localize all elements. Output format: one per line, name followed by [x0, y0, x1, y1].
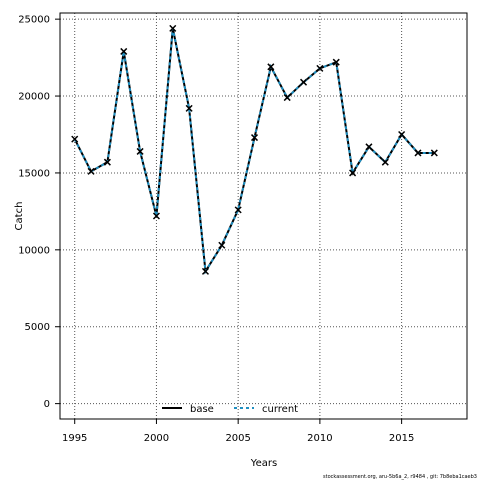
- data-point-2008: [283, 94, 291, 102]
- x-axis: 1995 2000 2005 2010 2015: [62, 419, 414, 444]
- footer-text: stockassessment.org, aru-5b6a_2, r9484 ,…: [323, 474, 477, 480]
- y-tick-label-25000: 25000: [18, 15, 50, 26]
- y-tick-label-0: 0: [44, 399, 50, 410]
- data-point-2011: [332, 58, 340, 66]
- data-point-2016: [414, 149, 422, 157]
- data-point-2007: [267, 63, 275, 71]
- data-point-2000: [152, 212, 160, 220]
- data-point-1998: [120, 47, 128, 55]
- legend: base current: [162, 404, 298, 415]
- data-point-2012: [349, 169, 357, 177]
- y-axis-title: Catch: [14, 202, 25, 231]
- data-point-2013: [365, 143, 373, 151]
- data-point-2009: [300, 78, 308, 86]
- legend-label-current: current: [262, 404, 298, 415]
- data-point-2014: [381, 158, 389, 166]
- legend-label-base: base: [190, 404, 214, 415]
- markers-group: [71, 24, 438, 275]
- data-point-2015: [398, 130, 406, 139]
- data-point-1997: [103, 158, 111, 166]
- y-tick-label-20000: 20000: [18, 92, 50, 103]
- data-point-2010: [316, 64, 324, 72]
- data-point-2006: [250, 134, 259, 142]
- plot-frame: [59, 12, 468, 420]
- x-tick-label-2010: 2010: [307, 433, 332, 444]
- x-tick-label-2005: 2005: [225, 433, 250, 444]
- data-point-2001: [169, 24, 177, 32]
- data-point-2002: [185, 104, 193, 112]
- data-point-1995: [71, 135, 79, 143]
- x-tick-label-1995: 1995: [62, 433, 87, 444]
- x-tick-label-2000: 2000: [144, 433, 169, 444]
- grid: [60, 13, 467, 419]
- x-axis-title: Years: [250, 458, 277, 469]
- y-tick-label-15000: 15000: [18, 168, 50, 179]
- data-point-2004: [218, 241, 226, 249]
- data-point-1999: [136, 147, 144, 155]
- y-axis: 0 5000 10000 15000 20000 25000: [18, 15, 60, 410]
- data-point-2005: [234, 206, 242, 214]
- data-point-2017: [430, 149, 438, 157]
- data-point-1996: [87, 167, 95, 175]
- x-tick-label-2015: 2015: [389, 433, 414, 444]
- y-tick-label-5000: 5000: [25, 322, 50, 333]
- data-point-2003: [201, 267, 210, 275]
- y-tick-label-10000: 10000: [18, 245, 50, 256]
